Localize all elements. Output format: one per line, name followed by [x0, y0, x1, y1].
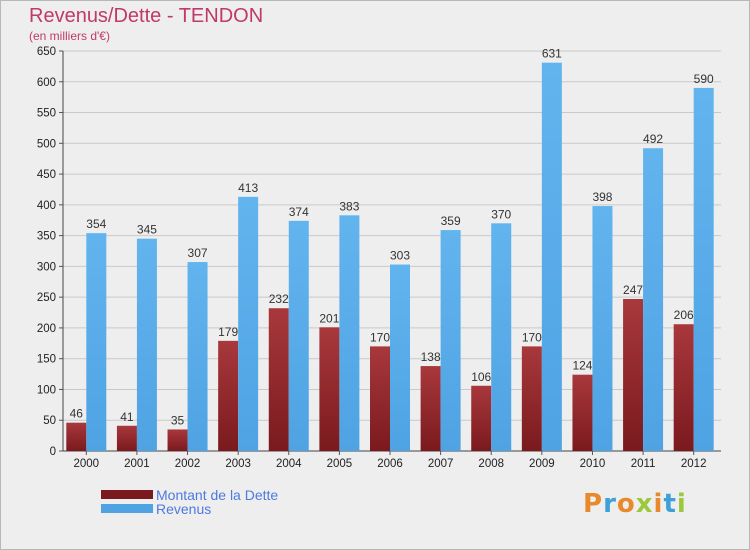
x-tick-label: 2009 [529, 458, 555, 470]
chart-title: Revenus/Dette - TENDON [29, 5, 264, 27]
bar-debt [116, 425, 137, 451]
bar-debt [420, 366, 441, 451]
data-label-revenue: 631 [542, 47, 562, 61]
bar-revenue [592, 206, 613, 451]
y-tick-label: 100 [37, 384, 56, 396]
bar-revenue [238, 196, 259, 451]
data-label-debt: 247 [623, 283, 643, 297]
x-tick-label: 2008 [478, 458, 504, 470]
y-tick-label: 500 [37, 138, 56, 150]
x-tick-label: 2012 [681, 458, 707, 470]
x-tick-label: 2010 [580, 458, 606, 470]
x-tick-label: 2006 [377, 458, 403, 470]
y-tick-label: 400 [37, 200, 56, 212]
chart-subtitle: (en milliers d'€) [29, 29, 110, 43]
legend-item-debt: Montant de la Dette [101, 487, 361, 503]
data-label-revenue: 492 [643, 132, 663, 146]
bar-debt [471, 385, 492, 451]
legend-label-debt: Montant de la Dette [156, 487, 279, 503]
proxiti-logo: Proxiti [583, 489, 687, 519]
data-label-debt: 106 [471, 370, 491, 384]
data-label-debt: 35 [171, 413, 185, 427]
bar-revenue [86, 233, 107, 451]
y-tick-label: 650 [37, 46, 56, 58]
bar-revenue [187, 262, 208, 451]
data-label-debt: 170 [370, 330, 390, 344]
data-label-debt: 179 [218, 325, 238, 339]
logo-letter: o [616, 489, 636, 519]
logo-letter: i [676, 489, 687, 519]
bar-debt [572, 374, 593, 451]
x-tick-label: 2004 [276, 458, 302, 470]
logo-letter: P [583, 489, 604, 519]
legend-swatch-revenue [101, 504, 153, 514]
y-tick-label: 600 [37, 77, 56, 89]
x-tick-label: 2000 [74, 458, 100, 470]
data-label-revenue: 354 [86, 217, 106, 231]
data-label-debt: 201 [319, 311, 339, 325]
bar-revenue [288, 220, 309, 451]
x-tick-label: 2001 [124, 458, 150, 470]
logo-letter: t [663, 489, 677, 519]
data-label-debt: 206 [674, 308, 694, 322]
bar-debt [623, 299, 644, 451]
legend-swatch-debt [101, 490, 153, 500]
x-tick-label: 2003 [225, 458, 251, 470]
y-tick-label: 50 [43, 415, 56, 427]
data-label-revenue: 307 [188, 246, 208, 260]
bar-debt [673, 324, 694, 451]
data-label-debt: 124 [572, 359, 592, 373]
bar-debt [66, 422, 87, 451]
y-tick-label: 250 [37, 292, 56, 304]
bar-debt [319, 327, 340, 451]
x-tick-label: 2007 [428, 458, 454, 470]
y-tick-label: 550 [37, 108, 56, 120]
logo-letter: r [603, 489, 617, 519]
bar-revenue [136, 238, 157, 451]
data-label-debt: 41 [120, 410, 134, 424]
data-label-revenue: 303 [390, 249, 410, 263]
x-tick-label: 2011 [631, 458, 656, 470]
bar-revenue [643, 148, 664, 451]
data-label-revenue: 359 [441, 214, 461, 228]
bar-revenue [541, 62, 562, 451]
data-label-revenue: 370 [491, 207, 511, 221]
y-tick-label: 200 [37, 323, 56, 335]
y-tick-label: 150 [37, 354, 56, 366]
data-label-revenue: 398 [592, 190, 612, 204]
bar-revenue [491, 223, 512, 451]
bar-debt [167, 429, 188, 451]
bar-revenue [693, 87, 714, 451]
data-label-revenue: 345 [137, 223, 157, 237]
data-label-revenue: 413 [238, 181, 258, 195]
bar-debt [218, 340, 239, 451]
legend-label-revenue: Revenus [156, 501, 212, 517]
data-label-debt: 170 [522, 330, 542, 344]
data-label-debt: 232 [269, 292, 289, 306]
data-label-debt: 46 [70, 407, 84, 421]
legend-item-revenue: Revenus [101, 501, 361, 517]
y-tick-label: 300 [37, 261, 56, 273]
x-tick-label: 2005 [327, 458, 353, 470]
y-tick-label: 0 [50, 446, 56, 458]
bar-debt [370, 346, 390, 451]
data-label-revenue: 590 [694, 72, 714, 86]
data-label-revenue: 374 [289, 205, 309, 219]
logo-letter: i [653, 489, 664, 519]
data-label-debt: 138 [421, 350, 441, 364]
y-tick-label: 350 [37, 231, 56, 243]
bar-debt [521, 346, 542, 451]
x-tick-label: 2002 [175, 458, 201, 470]
bar-revenue [339, 215, 360, 451]
data-label-revenue: 383 [339, 199, 359, 213]
bar-revenue [440, 230, 461, 451]
y-tick-label: 450 [37, 169, 56, 181]
bar-debt [268, 308, 289, 451]
bar-revenue [390, 264, 410, 451]
logo-letter: x [635, 489, 654, 519]
